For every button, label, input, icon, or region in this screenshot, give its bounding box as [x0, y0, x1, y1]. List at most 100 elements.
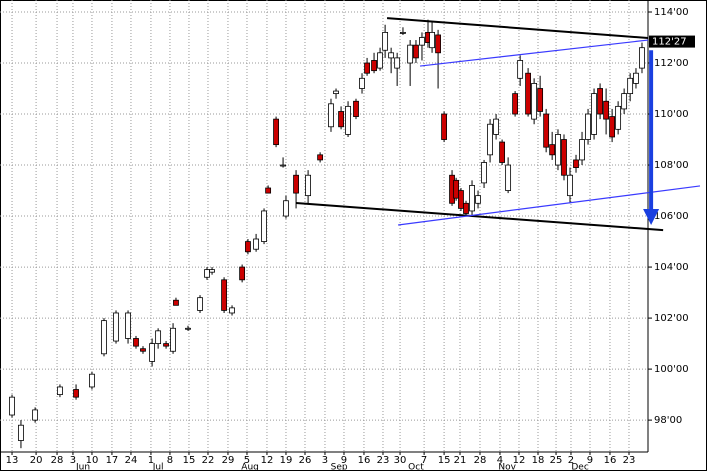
- candle-body: [512, 93, 519, 115]
- candle-body: [280, 164, 286, 167]
- x-tick-label: 3: [322, 455, 328, 466]
- month-label: Aug: [241, 463, 259, 471]
- x-tick-label: 21: [454, 455, 467, 466]
- x-tick-label: 23: [377, 455, 390, 466]
- x-tick-label: 26: [299, 455, 312, 466]
- x-tick-label: 16: [604, 455, 617, 466]
- candle-body: [204, 269, 210, 278]
- candle-body: [441, 113, 447, 140]
- candle-body: [155, 330, 162, 344]
- x-tick-label: 9: [587, 455, 593, 466]
- x-tick-label: 17: [106, 455, 119, 466]
- candle-body: [621, 93, 628, 110]
- month-label: Dec: [571, 463, 588, 471]
- month-label: Jun: [75, 463, 90, 471]
- candle-body: [573, 159, 579, 168]
- candle-body: [253, 238, 259, 250]
- candle-body: [377, 52, 383, 69]
- candle-body: [499, 141, 506, 163]
- candle-body: [261, 210, 267, 242]
- candle-body: [221, 279, 227, 311]
- y-tick-label: 112'00: [654, 58, 689, 69]
- x-tick-label: 13: [6, 455, 19, 466]
- candle-body: [388, 52, 395, 59]
- x-tick-label: 23: [623, 455, 636, 466]
- candle-body: [639, 47, 645, 69]
- trend-line: [295, 202, 664, 232]
- candle-body: [170, 327, 176, 352]
- x-tick-label: 28: [474, 455, 487, 466]
- last-price-label: 112'27: [652, 37, 687, 48]
- candle-body: [359, 77, 365, 89]
- candle-body: [400, 31, 406, 34]
- candle-body: [382, 31, 389, 51]
- x-tick-label: 15: [438, 455, 451, 466]
- arrow-head: [643, 208, 660, 225]
- candle-body: [458, 190, 464, 209]
- candle-body: [609, 116, 616, 138]
- candle-body: [561, 139, 567, 176]
- candle-body: [603, 100, 609, 120]
- candle-body: [585, 113, 591, 140]
- candle-body: [537, 88, 544, 112]
- candle-body: [505, 164, 512, 191]
- candle-body: [429, 31, 435, 49]
- x-tick-label: 20: [30, 455, 43, 466]
- candle-body: [333, 90, 339, 95]
- x-tick-label: 29: [222, 455, 235, 466]
- candle-body: [453, 179, 460, 199]
- candle-body: [125, 312, 131, 339]
- y-tick-label: 114'00: [654, 7, 689, 18]
- candle-body: [597, 88, 603, 115]
- x-tick-label: 7: [421, 455, 427, 466]
- candle-body: [9, 396, 15, 416]
- y-tick-label: 98'00: [654, 415, 682, 426]
- candle-body: [140, 348, 146, 352]
- candle-body: [101, 320, 107, 355]
- candle-body: [555, 134, 561, 166]
- candle-body: [317, 154, 324, 161]
- candle-body: [413, 44, 419, 59]
- candle-body: [18, 424, 24, 441]
- candle-body: [345, 105, 351, 135]
- x-tick-label: 19: [280, 455, 293, 466]
- candle-body: [493, 118, 499, 135]
- candle-body: [481, 162, 487, 184]
- x-tick-label: 28: [51, 455, 64, 466]
- candle-body: [487, 123, 493, 156]
- candle-body: [567, 174, 573, 197]
- candle-body: [364, 62, 370, 74]
- candle-body: [149, 343, 156, 362]
- candle-body: [57, 386, 63, 396]
- candle-body: [517, 60, 524, 79]
- x-tick-label: 25: [550, 455, 563, 466]
- candle-body: [549, 144, 556, 156]
- candle-body: [353, 100, 359, 117]
- candle-body: [32, 409, 39, 421]
- candle-body: [185, 327, 191, 330]
- candle-body: [283, 200, 289, 217]
- y-tick-label: 110'00: [654, 109, 689, 120]
- month-label: Oct: [408, 463, 424, 471]
- candle-body: [113, 312, 119, 342]
- candle-body: [371, 60, 377, 72]
- candle-body: [633, 72, 639, 84]
- candle-body: [245, 241, 251, 253]
- x-tick-label: 8: [167, 455, 173, 466]
- candle-body: [73, 389, 79, 398]
- candle-body: [229, 307, 235, 314]
- y-tick-label: 106'00: [654, 211, 689, 222]
- x-tick-label: 22: [202, 455, 215, 466]
- candle-body: [463, 202, 469, 214]
- candle-body: [273, 118, 279, 146]
- candle-body: [419, 37, 425, 46]
- y-tick-label: 102'00: [654, 313, 689, 324]
- month-label: Jul: [152, 463, 164, 471]
- x-tick-label: 9: [341, 455, 347, 466]
- x-tick-label: 15: [183, 455, 196, 466]
- x-tick-label: 18: [532, 455, 545, 466]
- x-tick-label: 2: [568, 455, 574, 466]
